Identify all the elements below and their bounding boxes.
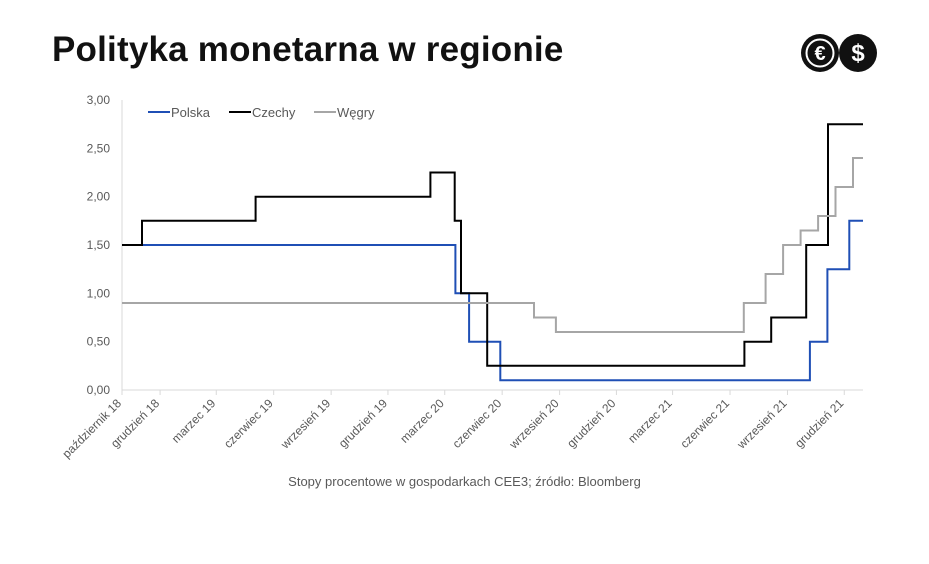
x-tick-label: wrzesień 19 [277, 396, 333, 452]
x-tick-label: czerwiec 21 [677, 396, 732, 451]
series-layer [122, 123, 863, 382]
brand-logo: € $ [801, 34, 877, 72]
x-tick-label: wrzesień 21 [734, 396, 790, 452]
legend: Polska Czechy Węgry [148, 105, 375, 120]
interest-rate-chart: 0,00 0,50 1,00 1,50 2,00 2,50 3,00 październik… [59, 93, 863, 461]
series-line-polska [122, 219, 863, 382]
legend-label: Polska [171, 105, 211, 120]
x-tick-label: marzec 20 [397, 396, 447, 446]
y-tick-label: 0,50 [87, 335, 111, 349]
dollar-coin-icon [839, 34, 877, 72]
x-tick-label: październik 18 [59, 396, 124, 461]
y-tick-label: 3,00 [87, 93, 111, 107]
y-tick-label: 1,50 [87, 238, 111, 252]
x-tick-label: czerwiec 19 [221, 396, 276, 451]
legend-label: Czechy [252, 105, 296, 120]
x-tick-label: grudzień 19 [336, 396, 390, 450]
euro-glyph: € [814, 43, 825, 65]
y-tick-label: 0,00 [87, 383, 111, 397]
dollar-glyph: $ [851, 40, 865, 67]
x-tick-label: wrzesień 20 [506, 396, 562, 452]
series-line-czechy [122, 123, 863, 367]
x-tick-label: grudzień 21 [792, 396, 846, 450]
y-tick-label: 1,00 [87, 286, 111, 300]
x-tick-label: marzec 21 [625, 396, 675, 446]
x-tick-label: grudzień 20 [564, 396, 618, 450]
y-tick-label: 2,00 [87, 190, 111, 204]
series-line-węgry [122, 157, 863, 333]
x-tick-label: czerwiec 20 [450, 396, 505, 451]
chart-caption: Stopy procentowe w gospodarkach CEE3; źr… [288, 474, 641, 489]
y-axis: 0,00 0,50 1,00 1,50 2,00 2,50 3,00 [87, 93, 123, 397]
y-tick-label: 2,50 [87, 141, 111, 155]
page-title: Polityka monetarna w regionie [52, 30, 564, 69]
x-tick-label: marzec 19 [169, 396, 219, 446]
legend-label: Węgry [337, 105, 375, 120]
